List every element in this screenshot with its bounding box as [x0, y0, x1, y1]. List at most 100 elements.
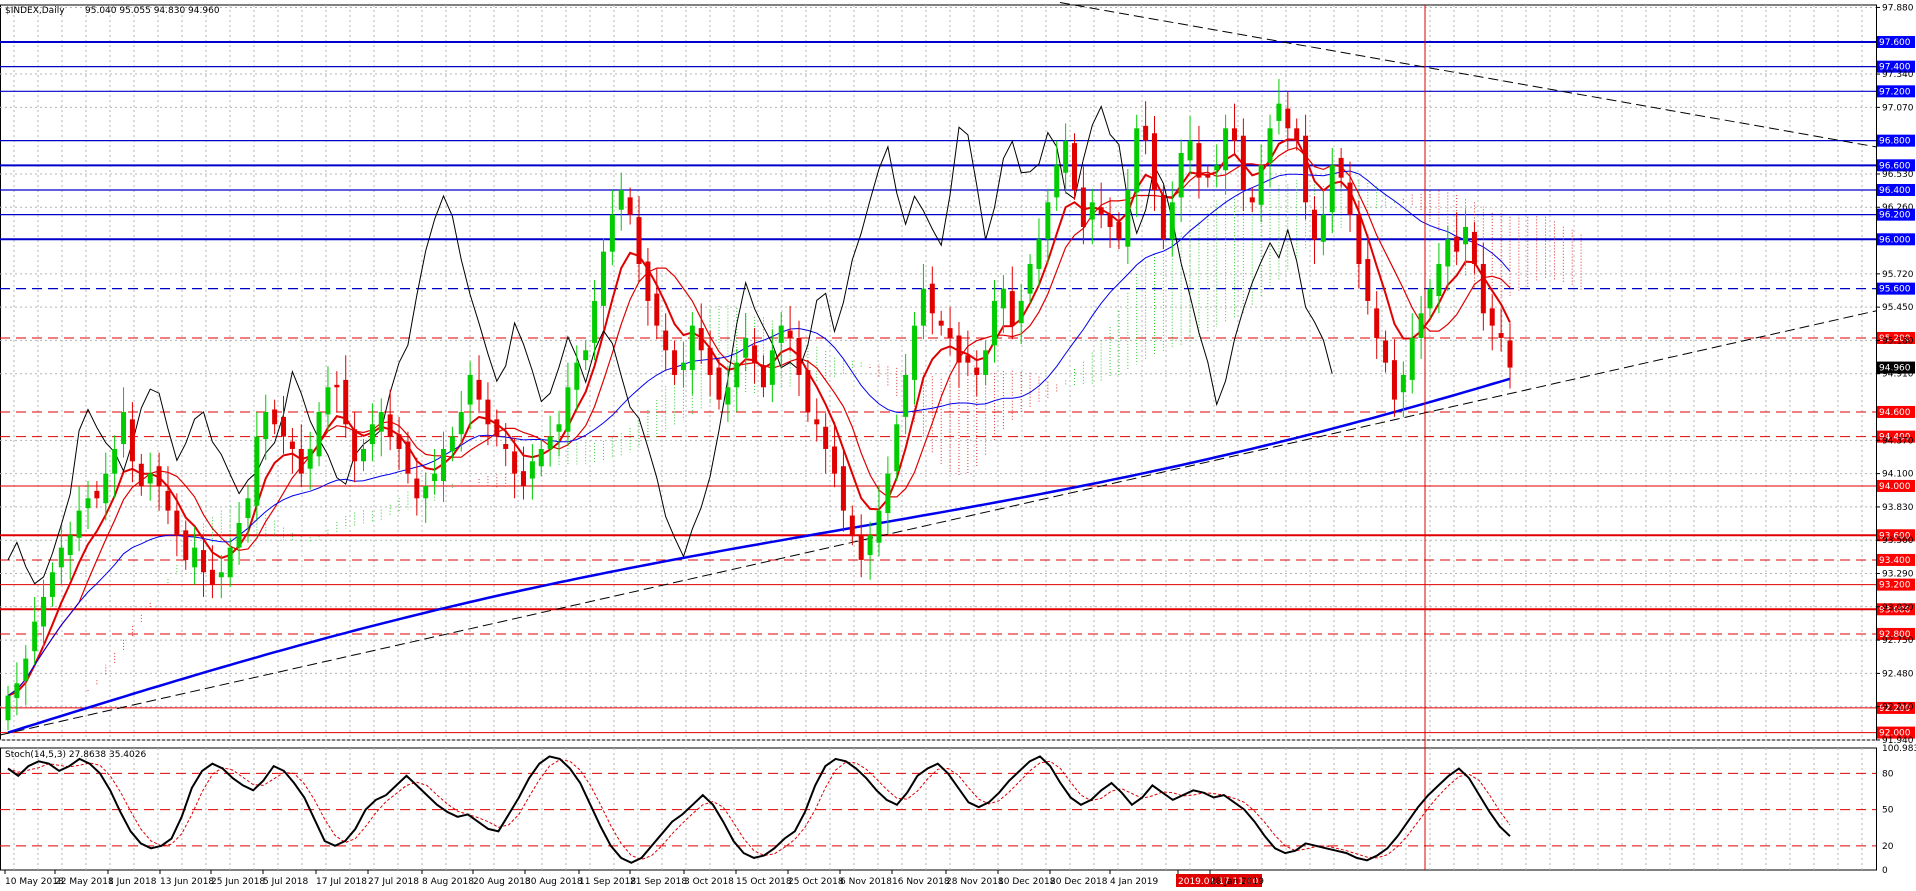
- time-tick-label: 5 Jul 2018: [263, 877, 308, 887]
- candle-body: [769, 350, 775, 385]
- candle-body: [1383, 340, 1389, 363]
- chart-title: $INDEX,Daily: [5, 6, 65, 16]
- blue-level-badge: [1877, 233, 1915, 246]
- blue-level-label: 96.200: [1879, 211, 1911, 221]
- candle-body: [805, 370, 811, 412]
- red-level-badge: [1877, 529, 1915, 542]
- candle-body: [449, 436, 455, 452]
- candle-body: [343, 379, 349, 425]
- candle-body: [1143, 125, 1149, 141]
- red-level-label: 95.200: [1879, 334, 1911, 344]
- red-level-badge: [1877, 331, 1915, 344]
- time-tick-label: 4 Jan 2019: [1110, 877, 1158, 887]
- candle-body: [867, 535, 873, 556]
- price-tick-label: 94.370: [1882, 436, 1914, 446]
- candle-body: [236, 522, 242, 548]
- time-tick-label: 13 Jun 2018: [160, 877, 214, 887]
- candle-body: [743, 337, 749, 358]
- candle-body: [387, 414, 393, 437]
- candle-body: [556, 424, 562, 432]
- candle-body: [1471, 231, 1477, 264]
- time-tick-label: 20 Dec 2018: [1050, 877, 1108, 887]
- candle-body: [1000, 288, 1006, 309]
- ohlc-readout: 95.040 95.055 94.830 94.960: [85, 6, 220, 16]
- red-level-badge: [1877, 553, 1915, 566]
- candle-body: [663, 330, 669, 351]
- current-price-badge: [1877, 361, 1915, 374]
- candle-body: [529, 461, 535, 479]
- horizontal-levels: 97.600 97.400 97.200 96.800 96.600 96.400 96.2…: [0, 35, 1915, 739]
- candle-body: [992, 300, 998, 346]
- candle-body: [1374, 308, 1380, 338]
- candle-body: [1454, 236, 1460, 252]
- candle-body: [1267, 128, 1273, 163]
- grid: [0, 4, 1877, 871]
- candle-body: [1258, 165, 1264, 205]
- candle-body: [938, 320, 944, 326]
- candle-body: [289, 441, 295, 449]
- candle-body: [1223, 128, 1229, 171]
- stoch-tick-label: 80: [1882, 769, 1894, 779]
- candle-body: [840, 466, 846, 511]
- price-tick-label: 93.830: [1882, 503, 1914, 513]
- red-level-label: 94.000: [1879, 482, 1911, 492]
- blue-level-badge: [1877, 208, 1915, 221]
- candle-body: [592, 300, 598, 343]
- price-axis: 97.880 97.340 97.070 96.530 96.260 95.720 95.4…: [1876, 3, 1914, 746]
- candle-body: [272, 409, 278, 425]
- red-level-label: 92.200: [1879, 704, 1911, 714]
- red-level-label: 93.600: [1879, 531, 1911, 541]
- candle-body: [1489, 308, 1495, 326]
- candle-body: [627, 197, 633, 215]
- time-marker-badge: [1176, 874, 1262, 887]
- rising-trendline: [0, 310, 1877, 736]
- candle-body: [512, 451, 518, 474]
- blue-level-badge: [1877, 159, 1915, 172]
- falling-trendline: [1059, 2, 1877, 148]
- candle-body: [583, 350, 589, 361]
- blue-level-badge: [1877, 60, 1915, 73]
- candle-body: [787, 330, 793, 338]
- candle-body: [1107, 214, 1113, 227]
- candle-body: [876, 510, 882, 543]
- candle-body: [201, 550, 207, 573]
- blue-level-badge: [1877, 282, 1915, 295]
- price-tick-label: 91.940: [1882, 736, 1914, 746]
- candle-body: [1507, 340, 1513, 368]
- candle-body: [1072, 143, 1078, 190]
- candle-body: [1240, 135, 1246, 190]
- candle-body: [1098, 207, 1104, 215]
- candle-body: [956, 335, 962, 363]
- red-level-label: 94.400: [1879, 433, 1911, 443]
- candle-body: [503, 444, 509, 449]
- candle-body: [476, 379, 482, 400]
- candle-body: [183, 530, 189, 560]
- red-level-label: 93.200: [1879, 581, 1911, 591]
- blue-level-label: 96.800: [1879, 137, 1911, 147]
- candle-body: [547, 436, 553, 449]
- candle-body: [129, 419, 135, 462]
- candle-body: [1089, 202, 1095, 220]
- candle-body: [1125, 189, 1131, 247]
- candle-body: [94, 490, 100, 499]
- long-ma-line: [7, 377, 1511, 734]
- candle-body: [5, 695, 11, 721]
- candle-body: [423, 485, 429, 499]
- candle-body: [600, 251, 606, 306]
- blue-level-label: 97.600: [1879, 38, 1911, 48]
- candle-body: [227, 547, 233, 578]
- time-tick-label: 17 Jul 2018: [316, 877, 367, 887]
- candle-body: [1338, 157, 1344, 178]
- candle-body: [1080, 187, 1086, 227]
- red-level-label: 94.600: [1879, 408, 1911, 418]
- current-price-label: 94.960: [1879, 364, 1911, 374]
- red-level-label: 92.000: [1879, 729, 1911, 739]
- candle-body: [565, 387, 571, 432]
- red-level-badge: [1877, 405, 1915, 418]
- candle-body: [947, 328, 953, 338]
- candle-body: [734, 362, 740, 388]
- red-level-badge: [1877, 701, 1915, 714]
- candle-body: [1329, 165, 1335, 213]
